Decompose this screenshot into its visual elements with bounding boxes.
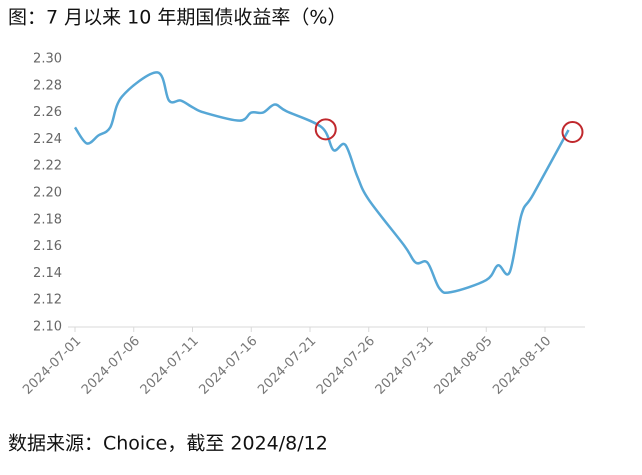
x-tick-label: 2024-08-10 xyxy=(490,334,554,398)
x-tick-label: 2024-07-21 xyxy=(255,334,319,398)
y-tick-label: 2.10 xyxy=(33,320,62,335)
x-tick-label: 2024-08-05 xyxy=(432,334,496,398)
y-tick-label: 2.30 xyxy=(33,52,62,67)
x-tick-label: 2024-07-06 xyxy=(79,334,143,398)
y-tick-label: 2.28 xyxy=(33,78,62,93)
x-tick-label: 2024-07-16 xyxy=(197,334,261,398)
x-tick-label: 2024-07-01 xyxy=(20,334,84,398)
y-tick-label: 2.16 xyxy=(33,239,62,254)
y-tick-label: 2.14 xyxy=(33,266,62,281)
y-tick-label: 2.24 xyxy=(33,132,62,147)
x-tick-label: 2024-07-26 xyxy=(314,334,378,398)
data-line xyxy=(73,71,570,295)
y-tick-label: 2.18 xyxy=(33,212,62,227)
y-tick-label: 2.26 xyxy=(33,105,62,120)
chart-title: 图：7 月以来 10 年期国债收益率（%） xyxy=(8,7,346,29)
highlight-circle xyxy=(561,121,584,144)
highlight-circle xyxy=(314,118,337,141)
y-tick-label: 2.20 xyxy=(33,186,62,201)
source-note: 数据来源：Choice，截至 2024/8/12 xyxy=(8,433,328,455)
y-tick-label: 2.12 xyxy=(33,293,62,308)
x-tick-label: 2024-07-11 xyxy=(138,334,202,398)
y-tick-label: 2.22 xyxy=(33,159,62,174)
x-tick-label: 2024-07-31 xyxy=(373,334,437,398)
